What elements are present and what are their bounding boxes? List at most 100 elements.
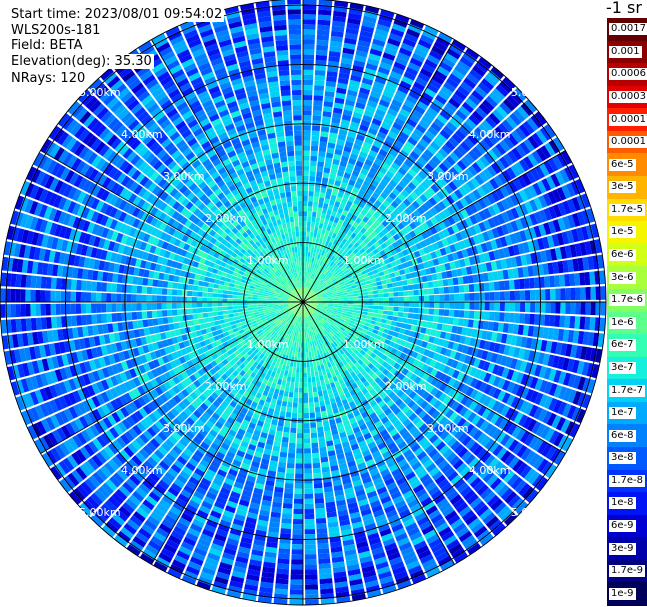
ray-gate <box>314 288 319 293</box>
ray-gate <box>532 264 539 277</box>
ray-gate <box>406 278 413 285</box>
ray-gate <box>514 231 523 243</box>
ray-gate <box>346 263 352 270</box>
ray-gate <box>317 29 330 36</box>
ray-gate <box>325 86 336 93</box>
ray-gate <box>323 106 333 113</box>
ray-gate <box>305 292 308 298</box>
ray-gate <box>280 528 292 534</box>
ray-gate <box>547 158 559 172</box>
ray-gate <box>485 95 498 108</box>
ray-gate <box>329 45 342 53</box>
ray-gate <box>445 195 455 205</box>
ray-gate <box>304 332 307 338</box>
ray-gate <box>321 239 327 246</box>
ray-gate <box>364 254 371 261</box>
ray-gate <box>315 507 326 514</box>
ray-gate <box>307 297 313 301</box>
ray-gate <box>481 119 494 132</box>
ray-gate <box>359 247 366 254</box>
ray-gate <box>572 258 580 272</box>
ray-gate <box>350 121 360 129</box>
ray-gate <box>487 70 501 83</box>
ray-gate <box>288 442 296 449</box>
ray-gate <box>312 467 321 474</box>
ray-gate <box>340 264 346 270</box>
ray-gate <box>332 292 338 296</box>
ray-gate <box>319 254 324 261</box>
ray-gate <box>418 138 429 149</box>
ray-gate <box>424 295 430 302</box>
ray-gate <box>325 270 330 276</box>
ray-gate <box>429 207 438 216</box>
ray-gate <box>351 254 358 261</box>
ray-gate <box>463 137 475 149</box>
ray-gate <box>403 267 411 274</box>
ray-gate <box>465 97 478 110</box>
ray-gate <box>326 265 332 271</box>
ray-gate <box>303 256 306 262</box>
ray-gate <box>312 268 316 274</box>
ray-gate <box>383 258 391 265</box>
ray-gate <box>358 263 364 269</box>
ray-gate <box>295 473 303 479</box>
ray-gate <box>428 288 435 295</box>
ray-gate <box>328 50 341 58</box>
ray-gate <box>434 294 440 302</box>
ray-gate <box>303 130 311 136</box>
ray-gate <box>311 125 321 132</box>
ray-gate <box>340 57 353 65</box>
ray-gate <box>290 381 295 388</box>
ray-gate <box>387 244 395 251</box>
ray-gate <box>308 196 314 202</box>
ray-gate <box>408 230 417 239</box>
ray-gate <box>391 162 400 171</box>
ray-gate <box>322 116 331 123</box>
ray-gate <box>383 297 389 302</box>
ray-gate <box>282 508 293 514</box>
ray-gate <box>364 176 373 184</box>
ray-gate <box>462 318 469 327</box>
ray-gate <box>360 82 372 91</box>
ray-gate <box>329 40 343 48</box>
ray-gate <box>493 281 500 291</box>
ray-gate <box>288 447 296 454</box>
ray-gate <box>386 183 395 192</box>
ray-gate <box>464 293 470 301</box>
ray-gate <box>393 18 408 28</box>
ray-gate <box>362 15 377 24</box>
ray-gate <box>425 209 434 219</box>
ray-gate <box>458 125 470 137</box>
ray-gate <box>398 307 404 312</box>
ray-gate <box>422 314 429 321</box>
ray-gate <box>552 328 560 341</box>
ray-gate <box>293 513 303 520</box>
ray-gate <box>434 180 444 190</box>
ray-gate <box>317 253 321 260</box>
ray-gate <box>327 292 333 296</box>
ray-gate <box>352 221 359 229</box>
ray-gate <box>444 184 454 195</box>
ray-gate <box>307 251 311 258</box>
ray-gate <box>502 323 509 333</box>
ray-gate <box>383 117 394 126</box>
ray-gate <box>316 276 321 282</box>
ray-gate <box>321 261 326 267</box>
ray-gate <box>339 225 346 232</box>
ray-gate <box>412 283 419 290</box>
ray-gate <box>499 291 505 301</box>
ray-gate <box>451 224 460 234</box>
ray-gate <box>486 193 496 205</box>
ray-gate <box>446 77 459 89</box>
ray-gate <box>523 187 533 200</box>
ray-gate <box>321 461 330 468</box>
ray-gate <box>293 498 303 504</box>
ray-gate <box>426 187 436 197</box>
ray-gate <box>415 242 423 250</box>
ray-gate <box>464 302 470 310</box>
ray-gate <box>372 286 378 291</box>
ray-gate <box>413 307 419 314</box>
ray-gate <box>367 58 380 67</box>
ray-gate <box>454 189 464 200</box>
ray-gate <box>303 281 305 287</box>
